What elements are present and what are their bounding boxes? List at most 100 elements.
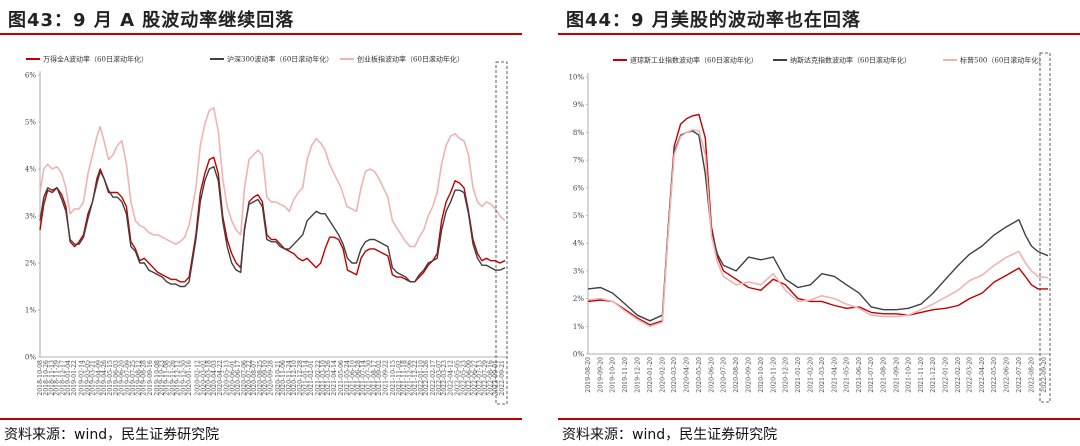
x-tick-label: 2019-04-26: [101, 360, 108, 396]
x-tick-label: 2022-04-20: [979, 357, 986, 393]
x-tick-label: 2021-02-20: [808, 357, 815, 393]
x-tick-label: 2019-08-12: [136, 360, 143, 396]
x-tick-label: 2019-07-09: [125, 360, 132, 396]
x-tick-label: 2020-01-16: [186, 360, 193, 396]
y-tick-label: 8%: [573, 129, 584, 137]
highlight-box: [495, 61, 508, 405]
x-tick-label: 2021-06-10: [349, 360, 356, 396]
x-tick-label: 2020-08-25: [257, 360, 264, 396]
x-tick-label: 2019-03-05: [84, 360, 91, 396]
x-tick-label: 2022-03-07: [436, 360, 443, 396]
x-tick-label: 2020-08-07: [251, 360, 258, 396]
figure-44-source: 资料来源：wind，民生证券研究院: [562, 427, 778, 443]
x-tick-label: 2021-10-15: [390, 360, 397, 396]
x-tick-label: 2022-01-20: [943, 357, 950, 393]
x-tick-label: 2021-08-20: [881, 357, 888, 393]
x-tick-label: 2022-08-20: [1028, 357, 1035, 393]
y-tick-label: 6%: [573, 184, 584, 192]
title-rule: [558, 33, 1080, 35]
x-tick-label: 2020-05-13: [224, 360, 231, 396]
figure-43-panel: 图43：9 月 A 股波动率继续回落 0% 1% 2% 3% 4% 5% 6% 2018-10…: [0, 0, 522, 446]
y-tick-label: 10%: [568, 74, 584, 82]
series-line-1: [39, 156, 506, 283]
x-tick-label: 2022-09-20: [1041, 357, 1048, 393]
x-tick-label: 2020-04-22: [217, 360, 224, 396]
x-tick-label: 2021-03-10: [320, 360, 327, 396]
x-tick-label: 2019-06-20: [119, 360, 126, 396]
x-tick-label: 2020-02-12: [194, 360, 201, 396]
x-tick-label: 2022-07-29: [482, 360, 489, 396]
x-tick-label: 2021-10-20: [905, 357, 912, 393]
x-tick-label: 2020-03-18: [206, 360, 213, 396]
x-tick-label: 2020-11-06: [280, 360, 287, 396]
x-tick-label: 2021-09-20: [893, 357, 900, 393]
figure-44-title: 图44：9 月美股的波动率也在回落: [566, 10, 861, 31]
legend-label-3: 创业板指波动率（60日滚动年化）: [357, 55, 464, 64]
x-tick-label: 2018-12-17: [59, 360, 66, 396]
x-tick-label: 2022-06-20: [1004, 357, 1011, 393]
x-tick-label: 2020-01-20: [647, 357, 654, 393]
x-tick-label: 2022-04-12: [447, 360, 454, 396]
x-tick-label: 2019-10-20: [610, 357, 617, 393]
x-tick-label: 2021-04-14: [331, 360, 338, 396]
x-tick-label: 2018-11-29: [54, 360, 61, 396]
x-tick-label: 2020-03-20: [671, 357, 678, 393]
x-tick-label: 2020-11-24: [286, 360, 293, 396]
x-tick-label: 2020-12-28: [297, 360, 304, 396]
y-tick-label: 9%: [573, 101, 584, 109]
x-tick-label: 2020-07-22: [246, 360, 253, 396]
x-tick-label: 2018-10-08: [37, 360, 44, 396]
x-tick-label: 2020-06-20: [708, 357, 715, 393]
y-tick-label: 3%: [573, 267, 584, 275]
x-tick-label: 2020-03-02: [201, 360, 208, 396]
x-tick-label: 2021-01-14: [302, 360, 309, 396]
x-tick-label: 2022-09-21: [499, 360, 506, 396]
x-tick-label: 2022-03-23: [441, 360, 448, 396]
x-tick-label: 2021-05-24: [344, 360, 351, 396]
x-tick-label: 2021-04-20: [831, 357, 838, 393]
x-tick-label: 2022-08-16: [488, 360, 495, 396]
x-tick-label: 2019-01-04: [65, 360, 72, 396]
x-tick-label: 2021-11-02: [396, 360, 403, 396]
x-tick-label: 2021-03-26: [325, 360, 332, 396]
legend-label-3: 标普500（60日滚动年化）: [960, 56, 1045, 65]
x-tick-label: 2021-01-20: [795, 357, 802, 393]
y-tick-label: 7%: [573, 157, 584, 165]
x-tick-label: 2020-12-20: [782, 357, 789, 393]
y-tick-label: 0%: [573, 351, 584, 359]
y-tick-label: 1%: [25, 307, 36, 315]
x-tick-label: 2019-02-14: [78, 360, 85, 396]
x-tick-label: 2020-10-20: [758, 357, 765, 393]
x-tick-label: 2020-06-01: [230, 360, 237, 396]
figure-43-chart: 0%1%2%3%4%5%6%2018-10-082018-10-262018-1…: [25, 55, 508, 405]
series-line-3: [39, 107, 506, 248]
legend-label-1: 万得全A波动率（60日滚动年化）: [43, 55, 148, 64]
x-tick-label: 2020-04-20: [684, 357, 691, 393]
x-tick-label: 2021-11-18: [401, 360, 408, 396]
x-tick-label: 2021-12-20: [930, 357, 937, 393]
x-tick-label: 2020-09-10: [262, 360, 269, 396]
y-tick-label: 2%: [25, 260, 36, 268]
x-tick-label: 2021-12-06: [407, 360, 414, 396]
x-tick-label: 2021-05-20: [844, 357, 851, 393]
x-tick-label: 2022-05-20: [991, 357, 998, 393]
x-tick-label: 2019-11-08: [164, 360, 171, 396]
legend-label-1: 道琼斯工业指数波动率（60日滚动年化）: [630, 56, 758, 65]
series-line-2: [587, 130, 1049, 322]
y-tick-label: 1%: [573, 323, 584, 331]
x-tick-label: 2019-12-30: [180, 360, 187, 396]
x-tick-label: 2021-11-20: [918, 357, 925, 393]
x-tick-label: 2019-01-22: [71, 360, 78, 396]
x-tick-label: 2021-07-20: [868, 357, 875, 393]
source-rule: [0, 418, 522, 420]
x-tick-label: 2018-10-26: [43, 360, 50, 396]
x-tick-label: 2019-08-20: [585, 357, 592, 393]
x-tick-label: 2019-09-20: [598, 357, 605, 393]
figure-43-source: 资料来源：wind，民生证券研究院: [4, 427, 220, 443]
y-tick-label: 5%: [25, 119, 36, 127]
x-tick-label: 2020-09-20: [746, 357, 753, 393]
x-tick-label: 2019-03-21: [89, 360, 96, 396]
x-tick-label: 2019-11-20: [622, 357, 629, 393]
x-tick-label: 2022-05-05: [455, 360, 462, 396]
figure-44-chart: 0% 1% 2% 3% 4% 5% 6% 7% 8% 9% 10% 2019-08-20 2019-09…: [568, 52, 1051, 403]
